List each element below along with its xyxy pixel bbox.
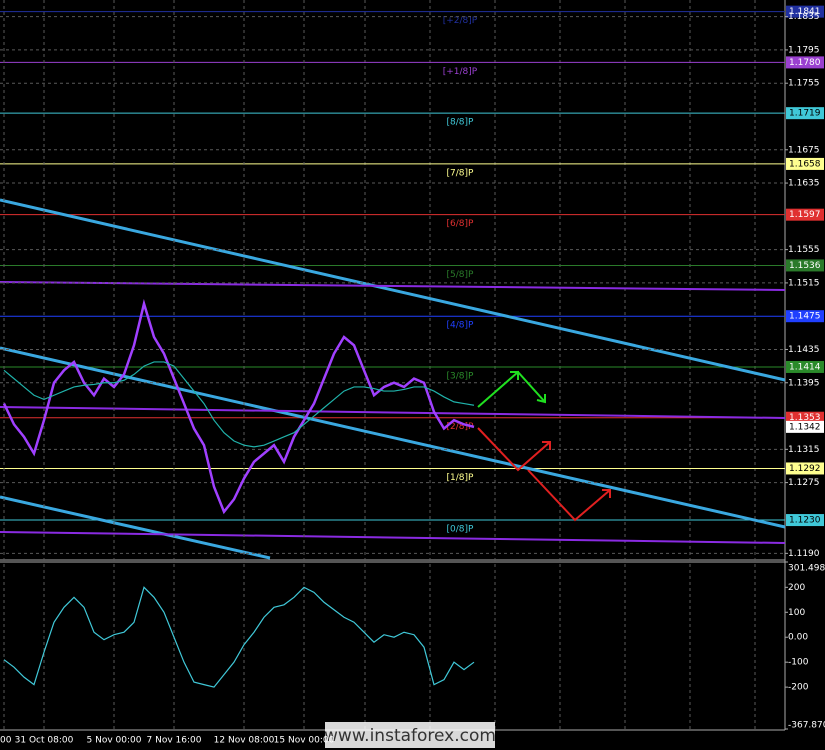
level-value: 1.1475	[789, 312, 821, 322]
level-name: [3/8]P	[447, 371, 475, 381]
level-box	[786, 360, 824, 373]
y-tick-label: 1.1835	[788, 12, 820, 22]
arrow-head	[510, 371, 519, 380]
level-name: [+2/8]P	[443, 16, 478, 26]
x-tick-label: 15 Nov 00:00	[274, 736, 335, 746]
level-name: [5/8]P	[447, 270, 475, 280]
level-box	[786, 208, 824, 221]
y-tick-label: 1.1275	[788, 478, 820, 488]
level-value: 1.1719	[789, 109, 821, 119]
y-tick-label: 100	[788, 608, 805, 618]
level-value: 1.1414	[789, 362, 821, 372]
level-name: [2/8]P	[447, 422, 475, 432]
y-tick-label: 1.1190	[788, 549, 820, 559]
level-box	[786, 259, 824, 272]
x-tick-label: 5 Nov 00:00	[87, 736, 142, 746]
levels: [+2/8]P 1.1841 [+1/8]P 1.1780 [8/8]P 1.1719 [7…	[0, 5, 824, 535]
plot	[0, 0, 785, 730]
trend-line	[0, 198, 786, 382]
y-tick-label: 1.1755	[788, 79, 820, 89]
level-name: [6/8]P	[447, 219, 475, 229]
y-tick-label: 1.1795	[788, 45, 820, 55]
level-value: 1.1230	[789, 516, 821, 526]
last-price: 1.1342	[789, 422, 821, 432]
watermark: www.instaforex.com	[324, 726, 496, 746]
y-tick-label: 1.1435	[788, 345, 820, 355]
channel-line	[0, 406, 786, 419]
data-line	[3, 586, 475, 688]
extra-grid	[364, 0, 756, 730]
level-box	[786, 107, 824, 120]
level-box	[786, 411, 824, 424]
level-name: [4/8]P	[447, 321, 475, 331]
data-line	[3, 361, 475, 448]
level-box	[786, 56, 824, 69]
level-box	[786, 157, 824, 170]
level-name: [+1/8]P	[443, 67, 478, 77]
arrow-head	[602, 489, 611, 498]
trend-line	[0, 495, 271, 560]
x-tick-label: 7 Nov 16:00	[147, 736, 202, 746]
level-box	[786, 5, 824, 18]
x-tick-label: 00	[0, 736, 12, 746]
purple-lines	[0, 281, 786, 544]
arrows	[477, 370, 611, 522]
trend-line	[0, 346, 786, 529]
level-value: 1.1658	[789, 159, 821, 169]
level-value: 1.1780	[789, 58, 821, 68]
y-tick-label: -200	[788, 683, 809, 693]
y-tick-label: 1.1635	[788, 179, 820, 189]
y-tick-label: 0.00	[788, 633, 808, 643]
level-name: [1/8]P	[447, 473, 475, 483]
arrow-head	[542, 441, 551, 450]
watermark-box	[325, 722, 495, 748]
channel-lines	[0, 198, 786, 560]
data-line	[2, 298, 475, 515]
channel-line	[0, 281, 786, 291]
level-box	[786, 310, 824, 323]
level-value: 1.1597	[789, 210, 821, 220]
level-value: 1.1536	[789, 261, 821, 271]
y-tick-label: 1.1555	[788, 245, 820, 255]
level-box	[786, 514, 824, 527]
level-value: 1.1353	[789, 413, 821, 423]
level-name: [0/8]P	[447, 525, 475, 535]
level-value: 1.1292	[789, 464, 821, 474]
x-tick-label: 12 Nov 08:00	[214, 736, 275, 746]
y-tick-label: -367.870	[788, 721, 825, 731]
y-tick-label: 1.1675	[788, 145, 820, 155]
arrow-down	[477, 427, 551, 472]
level-name: [7/8]P	[447, 168, 475, 178]
level-value: 1.1841	[789, 7, 821, 17]
level-name: [8/8]P	[447, 118, 475, 128]
arrow-down	[527, 469, 611, 522]
y-tick-label: 301.498	[788, 564, 825, 574]
level-box	[786, 462, 824, 475]
channel-line	[0, 531, 786, 544]
x-tick-label: 31 Oct 08:00	[15, 736, 74, 746]
y-tick-label: 1.1395	[788, 378, 820, 388]
y-tick-label: 200	[788, 583, 805, 593]
y-tick-label: -100	[788, 658, 809, 668]
y-tick-label: 1.1315	[788, 445, 820, 455]
last-price-box	[786, 420, 824, 433]
arrow-head	[536, 394, 546, 404]
y-tick-label: 1.1515	[788, 278, 820, 288]
